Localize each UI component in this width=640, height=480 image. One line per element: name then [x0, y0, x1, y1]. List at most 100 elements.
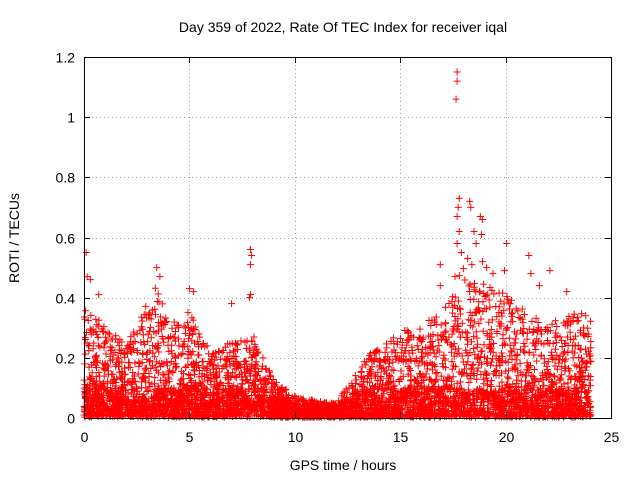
- data-point: [469, 360, 477, 368]
- data-point: [104, 329, 112, 337]
- data-point: [90, 339, 98, 347]
- data-point: [88, 369, 96, 377]
- data-point: [127, 408, 135, 416]
- data-point: [410, 333, 418, 341]
- data-point: [432, 370, 440, 378]
- data-point: [448, 358, 456, 366]
- data-point: [574, 313, 582, 321]
- data-point: [492, 392, 500, 400]
- data-point: [143, 388, 151, 396]
- data-point: [183, 382, 191, 390]
- data-point: [381, 348, 389, 356]
- data-point: [174, 324, 182, 332]
- data-point: [153, 344, 161, 352]
- data-point: [242, 376, 250, 384]
- data-point: [151, 305, 159, 313]
- data-point: [465, 395, 473, 403]
- data-point: [442, 394, 450, 402]
- data-point: [353, 397, 361, 405]
- data-point: [203, 371, 211, 379]
- data-point: [552, 317, 560, 325]
- data-point: [117, 347, 125, 355]
- data-point: [141, 366, 149, 374]
- data-point: [554, 411, 562, 419]
- data-point: [475, 358, 483, 366]
- data-point: [189, 361, 197, 369]
- data-point: [81, 350, 89, 358]
- data-point: [553, 323, 561, 331]
- data-point: [355, 403, 363, 411]
- data-point: [507, 383, 515, 391]
- data-point: [114, 338, 122, 346]
- data-point: [189, 348, 197, 356]
- data-point: [388, 386, 396, 394]
- data-point: [483, 377, 491, 385]
- data-point: [140, 391, 148, 399]
- data-point: [456, 310, 464, 318]
- data-point: [433, 411, 441, 419]
- data-point: [180, 398, 188, 406]
- data-point: [261, 376, 269, 384]
- data-point: [167, 390, 175, 398]
- data-point: [84, 410, 92, 418]
- data-point: [432, 320, 440, 328]
- data-point: [104, 377, 112, 385]
- data-point: [170, 318, 178, 326]
- data-point: [87, 311, 95, 319]
- data-point: [167, 401, 175, 409]
- data-point: [465, 316, 473, 324]
- data-point: [134, 370, 142, 378]
- data-point: [533, 394, 541, 402]
- data-point: [427, 321, 435, 329]
- data-point: [567, 375, 575, 383]
- data-point: [459, 265, 467, 273]
- data-point: [251, 381, 259, 389]
- data-point: [255, 367, 263, 375]
- data-point: [581, 402, 589, 410]
- data-point: [528, 318, 536, 326]
- data-point: [491, 387, 499, 395]
- data-point: [285, 392, 293, 400]
- data-point: [184, 396, 192, 404]
- data-point: [533, 386, 541, 394]
- data-point: [504, 358, 512, 366]
- data-point: [450, 340, 458, 348]
- data-point: [473, 386, 481, 394]
- data-point: [370, 357, 378, 365]
- data-point: [102, 350, 110, 358]
- data-point: [160, 401, 168, 409]
- data-point: [521, 342, 529, 350]
- data-point: [456, 333, 464, 341]
- data-point: [470, 295, 478, 303]
- data-point: [112, 332, 120, 340]
- data-point: [452, 401, 460, 409]
- data-point: [129, 369, 137, 377]
- data-point: [399, 358, 407, 366]
- data-point: [129, 345, 137, 353]
- data-point: [272, 379, 280, 387]
- data-point: [519, 399, 527, 407]
- data-point: [140, 408, 148, 416]
- data-point: [548, 390, 556, 398]
- data-point: [507, 310, 515, 318]
- data-point: [390, 366, 398, 374]
- data-point: [250, 385, 258, 393]
- data-point: [441, 328, 449, 336]
- data-point: [583, 359, 591, 367]
- data-point: [506, 383, 514, 391]
- data-point: [449, 325, 457, 333]
- data-point: [483, 359, 491, 367]
- data-point: [151, 310, 159, 318]
- data-point: [421, 373, 429, 381]
- data-point: [224, 380, 232, 388]
- data-point: [281, 405, 289, 413]
- data-point: [189, 316, 197, 324]
- data-point: [351, 372, 359, 380]
- data-point: [244, 385, 252, 393]
- data-point: [404, 363, 412, 371]
- data-point: [203, 390, 211, 398]
- data-point: [422, 403, 430, 411]
- data-point: [260, 392, 268, 400]
- data-point: [439, 408, 447, 416]
- data-point: [244, 402, 252, 410]
